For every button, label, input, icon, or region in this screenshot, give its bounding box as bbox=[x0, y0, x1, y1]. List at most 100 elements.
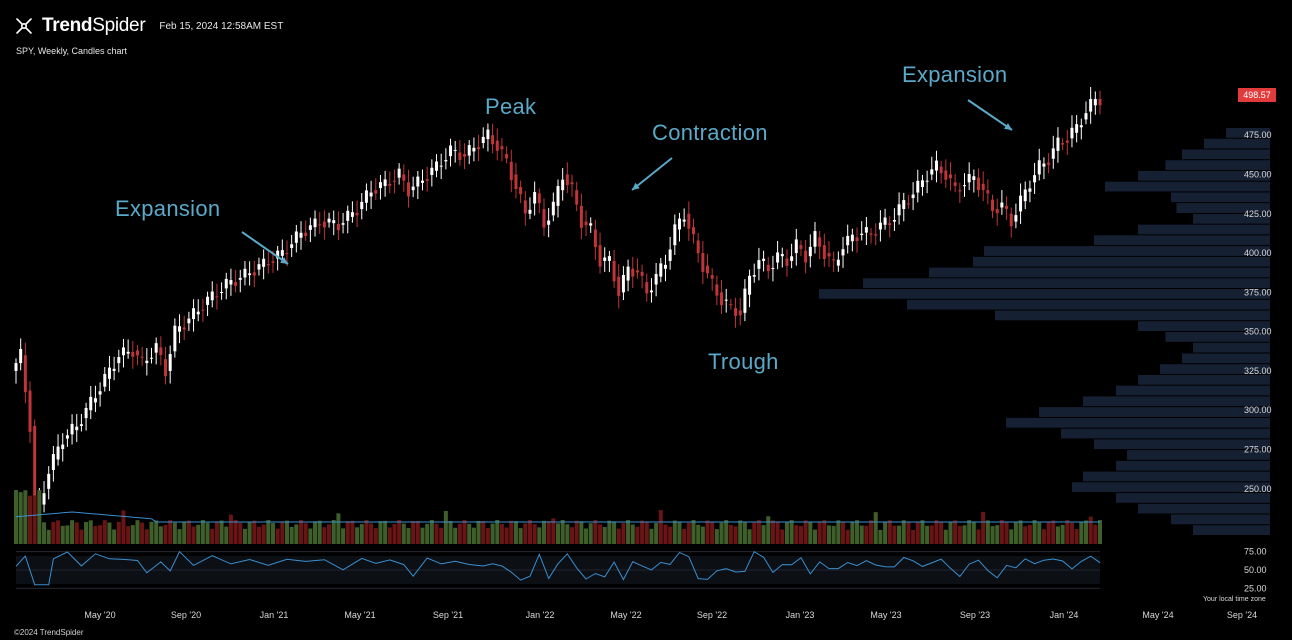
volume-bar bbox=[602, 527, 607, 544]
candle-body bbox=[1093, 99, 1097, 106]
volume-bar bbox=[387, 527, 392, 544]
volume-bar bbox=[780, 529, 785, 544]
candle-body bbox=[916, 180, 920, 193]
volume-bar bbox=[995, 525, 1000, 544]
volume-bar bbox=[541, 520, 546, 544]
candle-body bbox=[1005, 205, 1009, 209]
candle-body bbox=[1009, 213, 1013, 227]
volume-bar bbox=[429, 520, 434, 544]
volume-bar bbox=[37, 490, 42, 544]
candle-body bbox=[654, 274, 658, 285]
candle-body bbox=[612, 260, 616, 282]
volume-bar bbox=[934, 520, 939, 544]
candle-body bbox=[1061, 143, 1065, 145]
candle-body bbox=[1070, 127, 1074, 139]
candle-body bbox=[897, 204, 901, 216]
volume-bar bbox=[154, 520, 159, 544]
profile-bar bbox=[929, 267, 1270, 278]
candle-body bbox=[168, 354, 172, 371]
candle-body bbox=[505, 154, 509, 159]
candle-body bbox=[855, 237, 859, 241]
candle-body bbox=[131, 352, 135, 357]
candle-body bbox=[271, 261, 275, 263]
volume-bar bbox=[261, 524, 266, 544]
candle-body bbox=[406, 182, 410, 197]
volume-bar bbox=[691, 520, 696, 544]
volume-bar bbox=[434, 523, 439, 544]
volume-bar bbox=[1004, 522, 1009, 544]
candle-body bbox=[444, 160, 448, 162]
volume-bar bbox=[285, 520, 289, 544]
volume-bar bbox=[976, 529, 981, 544]
candle-body bbox=[89, 396, 93, 411]
candle-body bbox=[743, 288, 747, 313]
price-tick: 475.00 bbox=[1244, 130, 1272, 140]
candle-body bbox=[551, 201, 555, 216]
volume-bar bbox=[1055, 526, 1060, 544]
volume-bar bbox=[224, 526, 229, 544]
candle-body bbox=[421, 180, 424, 183]
candle-body bbox=[836, 259, 840, 266]
candle-body bbox=[308, 225, 312, 230]
volume-bar bbox=[65, 525, 70, 544]
profile-bar bbox=[1193, 342, 1270, 353]
candle-body bbox=[220, 291, 224, 293]
volume-bar bbox=[803, 520, 808, 544]
volume-bar bbox=[499, 523, 504, 544]
volume-bar bbox=[471, 527, 476, 544]
volume-bar bbox=[51, 522, 56, 544]
profile-bar bbox=[1204, 138, 1270, 149]
candle-body bbox=[392, 180, 396, 182]
candle-body bbox=[906, 203, 910, 205]
volume-bar bbox=[523, 523, 528, 544]
time-tick: Sep '22 bbox=[697, 610, 727, 620]
volume-bar bbox=[556, 523, 560, 544]
candle-body bbox=[785, 258, 789, 266]
profile-bar bbox=[1083, 396, 1270, 407]
time-tick: Jan '24 bbox=[1050, 610, 1079, 620]
volume-bar bbox=[14, 490, 18, 544]
candle-body bbox=[238, 277, 242, 280]
volume-bar bbox=[42, 522, 47, 544]
candle-body bbox=[285, 253, 289, 255]
candle-body bbox=[692, 227, 695, 235]
volume-bar bbox=[724, 520, 729, 544]
volume-bar bbox=[70, 520, 75, 544]
candle-body bbox=[154, 343, 158, 353]
volume-bar bbox=[364, 520, 369, 544]
volume-bars bbox=[14, 490, 1102, 544]
candle-body bbox=[570, 182, 574, 185]
volume-bar bbox=[658, 510, 663, 544]
time-tick: Sep '20 bbox=[171, 610, 201, 620]
annotation-trough: Trough bbox=[708, 349, 779, 374]
volume-bar bbox=[859, 525, 864, 544]
volume-bar bbox=[957, 525, 962, 544]
candle-body bbox=[416, 176, 420, 187]
volume-bar bbox=[710, 521, 715, 544]
volume-bar bbox=[359, 524, 364, 544]
candle-body bbox=[972, 176, 976, 180]
volume-bar bbox=[177, 529, 182, 544]
time-tick: Jan '21 bbox=[260, 610, 289, 620]
volume-bar bbox=[537, 527, 542, 544]
volume-bar bbox=[186, 520, 191, 544]
candle-body bbox=[981, 183, 985, 190]
volume-bar bbox=[383, 520, 388, 544]
candle-body bbox=[346, 210, 350, 221]
candle-body bbox=[103, 373, 107, 387]
volume-bar bbox=[252, 520, 257, 544]
annotation-expansion-1: Expansion bbox=[115, 196, 221, 221]
candle-body bbox=[439, 165, 443, 167]
volume-bar bbox=[738, 520, 743, 544]
time-tick: May '22 bbox=[610, 610, 641, 620]
candle-body bbox=[799, 245, 803, 249]
volume-bar bbox=[28, 495, 33, 544]
candle-body bbox=[617, 276, 621, 296]
candle-body bbox=[280, 250, 284, 256]
volume-bar bbox=[635, 526, 640, 544]
time-tick: May '23 bbox=[870, 610, 901, 620]
volume-bar bbox=[18, 492, 23, 544]
volume-bar bbox=[733, 526, 738, 544]
annotation-peak: Peak bbox=[485, 94, 537, 119]
